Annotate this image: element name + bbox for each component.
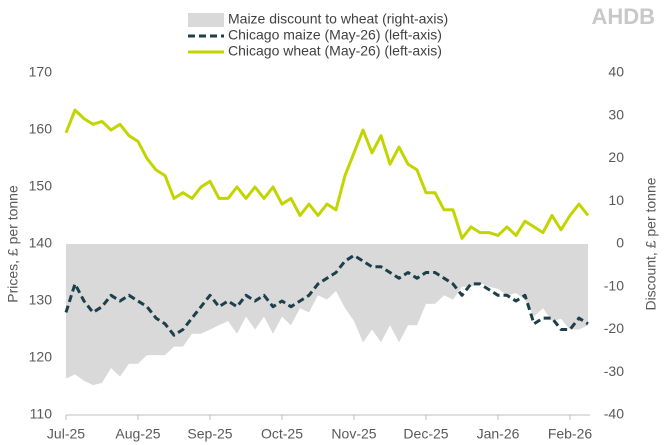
y2-tick-label: 0 (616, 235, 624, 251)
x-tick-label: Sep-25 (187, 426, 232, 442)
y2-tick-label: -10 (604, 277, 624, 293)
y2-tick-label: 20 (608, 149, 624, 165)
x-tick-label: Nov-25 (331, 426, 376, 442)
x-tick-label: Feb-26 (548, 426, 593, 442)
legend-label: Chicago wheat (May-26) (left-axis) (228, 43, 442, 59)
y2-tick-label: 40 (608, 64, 624, 80)
y-tick-label: 170 (29, 64, 53, 80)
x-tick-label: Dec-25 (403, 426, 448, 442)
x-tick-label: Oct-25 (261, 426, 303, 442)
y-tick-label: 130 (29, 292, 53, 308)
legend-label: Chicago maize (May-26) (left-axis) (228, 27, 442, 43)
y2-tick-label: -40 (604, 406, 624, 422)
y2-tick-label: -30 (604, 363, 624, 379)
legend-label: Maize discount to wheat (right-axis) (228, 11, 448, 27)
y2-tick-label: -20 (604, 320, 624, 336)
line (64, 108, 590, 240)
y-axis-title: Prices, £ per tonne (5, 185, 21, 303)
y-tick-label: 140 (29, 235, 53, 251)
x-tick-label: Jan-26 (477, 426, 520, 442)
y-tick-label: 110 (30, 406, 53, 422)
legend-swatch (188, 13, 224, 27)
brand-logo: AHDB (591, 4, 655, 29)
line (64, 253, 589, 337)
y-tick-label: 120 (29, 349, 53, 365)
y2-tick-label: 30 (608, 106, 624, 122)
y2-tick-label: 10 (608, 192, 624, 208)
x-tick-label: Jul-25 (47, 426, 85, 442)
y2-axis-title: Discount, £ per tonne (643, 177, 659, 310)
x-tick-label: Aug-25 (115, 426, 160, 442)
area (66, 244, 588, 386)
y-tick-label: 150 (29, 178, 53, 194)
y-tick-label: 160 (29, 121, 53, 137)
